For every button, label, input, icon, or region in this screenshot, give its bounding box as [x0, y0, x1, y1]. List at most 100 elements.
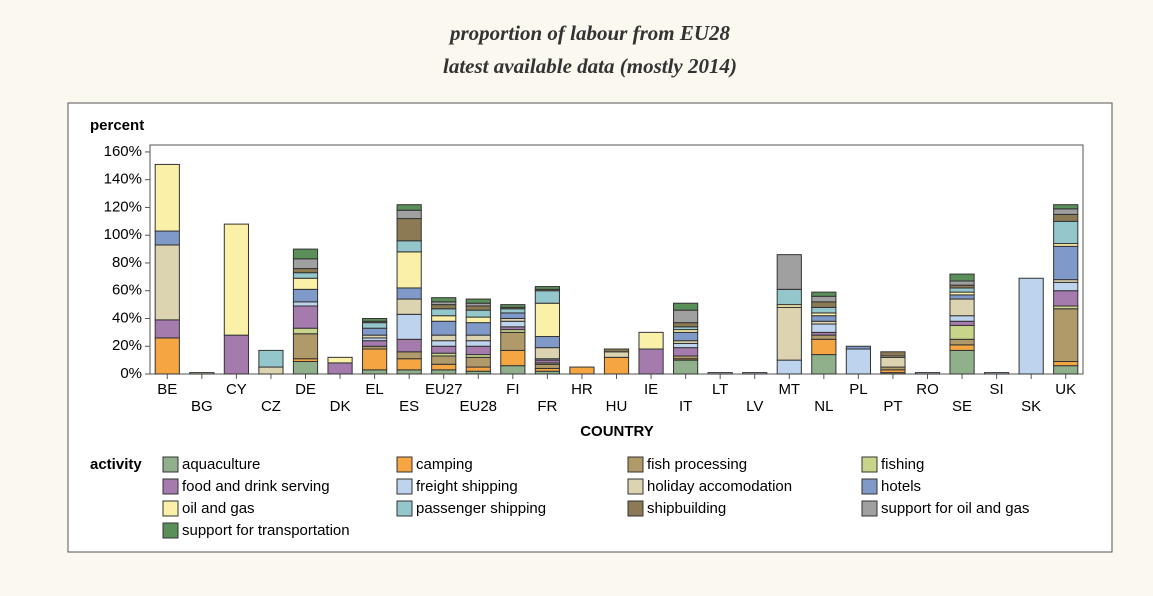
- legend-label: support for transportation: [182, 522, 350, 539]
- legend-label: holiday accomodation: [647, 478, 792, 495]
- bar-segment: [362, 317, 388, 322]
- bar-segment: [500, 320, 526, 328]
- bar-segment: [292, 258, 319, 270]
- bar-segment: [465, 366, 491, 372]
- bar-segment: [223, 334, 249, 375]
- bar-segment: [431, 340, 457, 347]
- legend-swatch: [396, 456, 413, 473]
- bar-segment: [811, 291, 837, 297]
- bar-segment: [465, 334, 491, 342]
- bar-segment: [500, 312, 526, 319]
- bar-segment: [984, 372, 1010, 375]
- bar-segment: [154, 244, 180, 321]
- bar-segment: [811, 301, 837, 308]
- bar-segment: [292, 301, 319, 307]
- x-tick-label: FR: [537, 398, 557, 415]
- bar-segment: [362, 322, 388, 329]
- bar-segment: [431, 315, 457, 322]
- bar-segment: [431, 363, 457, 371]
- bar-segment: [534, 290, 560, 304]
- bar-segment: [431, 345, 457, 354]
- x-tick-label: IE: [644, 381, 658, 398]
- bar-segment: [914, 372, 941, 375]
- y-tick-label: 60%: [112, 282, 142, 299]
- bar-segment: [673, 302, 699, 311]
- legend-title: activity: [90, 456, 142, 473]
- bar-segment: [431, 369, 457, 375]
- legend-swatch: [627, 478, 644, 495]
- x-tick-label: BE: [157, 381, 177, 398]
- y-tick-label: 120%: [104, 198, 142, 215]
- bar-segment: [396, 358, 422, 371]
- bar-segment: [465, 356, 491, 368]
- bar-segment: [949, 273, 975, 282]
- bar-segment: [845, 345, 871, 350]
- legend-swatch: [396, 478, 413, 495]
- bar-segment: [362, 369, 388, 375]
- bar-segment: [362, 348, 388, 371]
- x-tick-label: PL: [849, 381, 867, 398]
- bar-segment: [465, 298, 491, 304]
- y-tick-label: 140%: [104, 171, 142, 188]
- bar-segment: [465, 305, 491, 311]
- y-tick-label: 80%: [112, 254, 142, 271]
- x-tick-label: LT: [712, 381, 728, 398]
- bar-segment: [431, 320, 457, 336]
- bar-segment: [1053, 204, 1079, 210]
- bar-segment: [603, 348, 630, 353]
- x-tick-label: HR: [571, 381, 593, 398]
- bar-segment: [707, 372, 733, 375]
- bar-segment: [154, 319, 180, 339]
- bar-segment: [465, 345, 491, 356]
- legend-label: shipbuilding: [647, 500, 726, 517]
- y-tick-label: 160%: [104, 143, 142, 160]
- bar-segment: [396, 251, 422, 289]
- bar-segment: [949, 298, 975, 317]
- x-tick-label: SE: [952, 398, 972, 415]
- legend-swatch: [162, 456, 179, 473]
- bar-segment: [465, 322, 491, 336]
- bar-segment: [811, 315, 837, 322]
- chart-title: proportion of labour from EU28: [448, 21, 731, 45]
- bar-segment: [465, 340, 491, 347]
- bar-segment: [431, 355, 457, 365]
- bar-segment: [154, 230, 180, 246]
- legend-label: aquaculture: [182, 456, 260, 473]
- legend-label: support for oil and gas: [881, 500, 1029, 517]
- legend-swatch: [861, 500, 878, 517]
- legend-swatch: [861, 478, 878, 495]
- bar-segment: [292, 268, 319, 274]
- bar-segment: [396, 313, 422, 340]
- bar-segment: [880, 351, 906, 357]
- x-tick-label: LV: [746, 398, 763, 415]
- legend-label: fishing: [881, 456, 924, 473]
- x-tick-label: DE: [295, 381, 316, 398]
- legend-swatch: [627, 500, 644, 517]
- legend-swatch: [162, 500, 179, 517]
- bar-segment: [603, 356, 630, 375]
- x-tick-label: RO: [916, 381, 939, 398]
- bar-segment: [673, 322, 699, 328]
- bar-segment: [189, 372, 215, 375]
- bar-segment: [776, 359, 802, 375]
- bar-segment: [1053, 365, 1079, 375]
- x-axis-label: COUNTRY: [580, 423, 654, 440]
- legend-swatch: [162, 478, 179, 495]
- bar-segment: [673, 331, 699, 342]
- bar-segment: [396, 287, 422, 300]
- bar-segment: [1053, 361, 1079, 367]
- bar-segment: [1053, 308, 1079, 363]
- bar-segment: [880, 356, 906, 368]
- bar-segment: [1053, 245, 1079, 281]
- bar-segment: [1053, 208, 1079, 215]
- legend-label: oil and gas: [182, 500, 255, 517]
- x-tick-label: HU: [606, 398, 628, 415]
- bar-segment: [292, 277, 319, 290]
- bar-segment: [534, 286, 560, 290]
- bar-segment: [500, 308, 526, 314]
- x-tick-label: FI: [506, 381, 519, 398]
- bar-segment: [431, 308, 457, 317]
- bar-segment: [949, 294, 975, 300]
- bar-segment: [258, 349, 284, 368]
- bar-segment: [396, 218, 422, 242]
